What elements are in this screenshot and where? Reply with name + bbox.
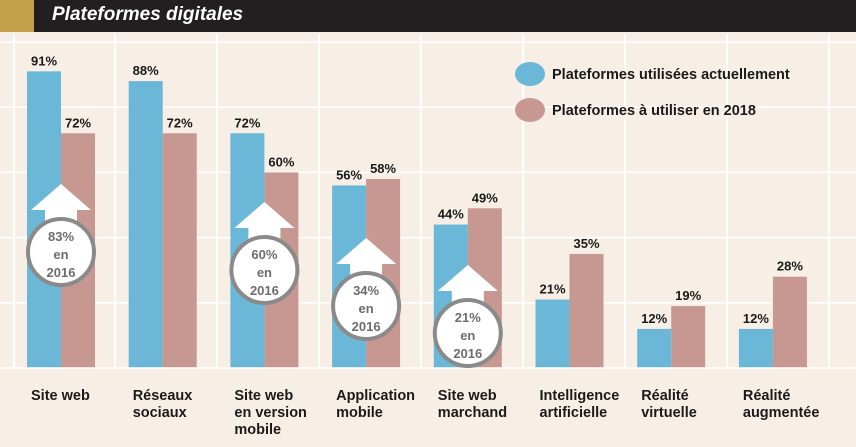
title-bar: Plateformes digitales [0, 0, 856, 32]
annotation-text-0-0: 83% [48, 229, 74, 244]
data-label-future-1: 72% [167, 115, 193, 130]
data-label-future-0: 72% [65, 115, 91, 130]
category-label-7-0: Réalité [743, 388, 791, 404]
category-label-5-0: Intelligence [540, 388, 620, 404]
category-label-2-0: Site web [234, 388, 293, 404]
annotation-text-1-0: 60% [251, 247, 277, 262]
category-label-3-0: Application [336, 388, 415, 404]
data-label-current-4: 44% [438, 207, 464, 222]
annotation-text-1-1: en [257, 265, 272, 280]
annotation-text-3-1: en [460, 328, 475, 343]
data-label-future-2: 60% [268, 154, 294, 169]
data-label-future-3: 58% [370, 161, 396, 176]
data-label-future-5: 35% [573, 236, 599, 251]
data-label-current-0: 91% [31, 53, 57, 68]
category-label-0-0: Site web [31, 388, 90, 404]
category-label-2-2: mobile [234, 422, 281, 438]
bar-future-1 [162, 133, 197, 368]
data-label-current-5: 21% [539, 282, 565, 297]
bar-future-7 [772, 276, 807, 368]
legend-swatch-1 [515, 98, 545, 122]
annotation-text-2-1: en [359, 301, 374, 316]
annotation-text-1-2: 2016 [250, 283, 279, 298]
category-label-4-0: Site web [438, 388, 497, 404]
legend-swatch-0 [515, 62, 545, 86]
chart-title: Plateformes digitales [52, 4, 244, 25]
category-label-1-1: sociaux [133, 405, 187, 421]
annotation-text-2-0: 34% [353, 283, 379, 298]
annotation-text-0-1: en [53, 247, 68, 262]
category-label-4-1: marchand [438, 405, 507, 421]
annotation-text-3-0: 21% [455, 310, 481, 325]
annotation-circle-2 [331, 271, 402, 341]
bar-current-5 [535, 299, 570, 368]
annotation-text-3-2: 2016 [453, 346, 482, 361]
annotation-text-0-2: 2016 [47, 265, 76, 280]
data-label-current-6: 12% [641, 311, 667, 326]
bar-current-7 [738, 328, 773, 368]
category-label-6-0: Réalité [641, 388, 689, 404]
bar-current-6 [637, 328, 672, 368]
annotation-circle-3 [432, 298, 503, 368]
category-label-2-1: en version [234, 405, 307, 421]
category-label-7-1: augmentée [743, 405, 820, 421]
data-label-current-7: 12% [743, 311, 769, 326]
bar-current-1 [128, 81, 163, 369]
data-label-future-4: 49% [472, 190, 498, 205]
data-label-current-3: 56% [336, 167, 362, 182]
bar-future-5 [569, 253, 604, 368]
annotation-circle-0 [26, 217, 96, 287]
data-label-future-6: 19% [675, 288, 701, 303]
data-label-current-1: 88% [133, 63, 159, 78]
category-label-1-0: Réseaux [133, 388, 193, 404]
annotation-circle-1 [229, 235, 300, 305]
annotation-text-2-2: 2016 [352, 319, 381, 334]
data-label-current-2: 72% [234, 115, 260, 130]
bar-future-6 [671, 306, 706, 368]
legend-label-1: Plateformes à utiliser en 2018 [552, 103, 756, 119]
title-accent [0, 0, 34, 32]
category-label-3-1: mobile [336, 405, 383, 421]
legend-label-0: Plateformes utilisées actuellement [552, 67, 790, 83]
category-label-6-1: virtuelle [641, 405, 697, 421]
category-label-5-1: artificielle [540, 405, 608, 421]
data-label-future-7: 28% [777, 259, 803, 274]
